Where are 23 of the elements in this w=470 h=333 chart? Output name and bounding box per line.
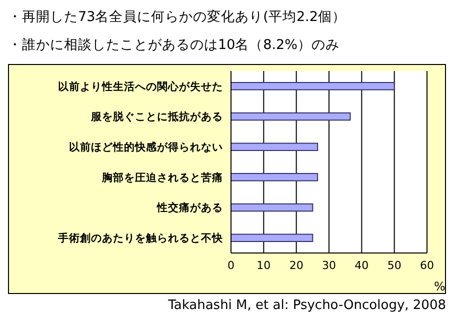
x-axis-title: % (434, 279, 446, 294)
x-tick-label: 50 (387, 258, 402, 272)
x-tick-label: 40 (354, 258, 369, 272)
chart-title: ・再開した73名全員に何らかの変化あり(平均2.2個） (8, 8, 347, 27)
bar (231, 112, 351, 121)
y-tick-label: 胸部を圧迫されると苦痛 (101, 170, 223, 184)
x-tick-label: 20 (289, 258, 304, 272)
x-tick-label: 10 (256, 258, 271, 272)
x-tick-label: 30 (322, 258, 336, 272)
chart-subtitle: ・誰かに相談したことがあるのは10名（8.2%）のみ (8, 36, 340, 55)
bar (231, 203, 314, 212)
y-tick-label: 以前より性生活への関心が失せた (58, 80, 223, 93)
y-tick-label: 以前ほど性的快感が得られない (69, 140, 223, 154)
x-tick-label: 60 (420, 258, 434, 272)
bar (231, 82, 395, 90)
y-tick-label: 服を脱ぐことに抵抗がある (90, 110, 223, 124)
bar (231, 234, 314, 242)
bar (231, 173, 318, 182)
y-tick-label: 手術創のあたりを触られると不快 (57, 232, 224, 245)
y-tick-label: 性交痛がある (156, 201, 223, 214)
x-tick-label: 0 (228, 258, 234, 272)
bar (231, 142, 318, 151)
text: Takahashi M, et al: Psycho-Oncology, 2008 (167, 298, 446, 313)
